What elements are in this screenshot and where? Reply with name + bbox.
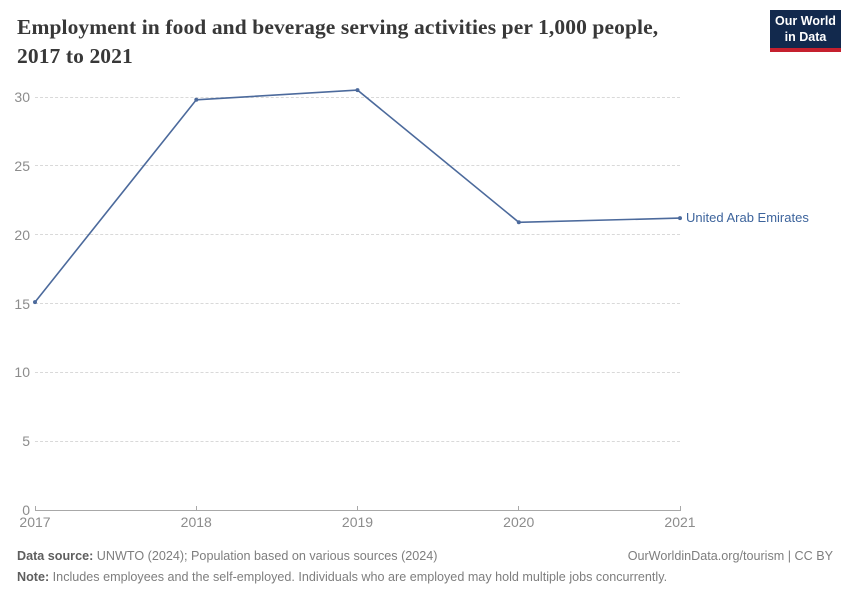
- gridline: [35, 371, 680, 373]
- y-axis-tick-label: 0: [22, 502, 30, 518]
- x-axis-tick-label: 2019: [341, 514, 374, 530]
- y-axis-tick-label: 10: [14, 364, 30, 381]
- data-point: [355, 88, 360, 93]
- chart-footer: Data source: UNWTO (2024); Population ba…: [17, 546, 833, 588]
- note-text: Note: Includes employees and the self-em…: [17, 567, 833, 588]
- chart-title-line2: 2017 to 2021: [17, 43, 133, 68]
- data-point: [678, 216, 682, 221]
- note-label: Note:: [17, 570, 50, 584]
- y-axis-tick-label: 30: [14, 89, 30, 105]
- data-source-value: UNWTO (2024); Population based on variou…: [93, 549, 438, 563]
- x-axis-tick-label: 2021: [664, 514, 696, 530]
- chart-title-line1: Employment in food and beverage serving …: [17, 15, 659, 39]
- x-axis-tick: [679, 506, 681, 510]
- y-axis-tick-label: 20: [14, 226, 30, 243]
- entity-label: United Arab Emirates: [686, 210, 809, 226]
- y-axis-tick-label: 15: [14, 295, 30, 312]
- y-axis-tick-label: 5: [22, 433, 30, 450]
- x-axis-tick-label: 2020: [503, 514, 535, 530]
- data-source-label: Data source:: [17, 549, 94, 563]
- x-axis-tick-label: 2018: [180, 514, 212, 530]
- x-axis-tick: [34, 506, 36, 510]
- gridline: [35, 234, 680, 236]
- gridline: [35, 96, 680, 98]
- y-axis-tick-label: 25: [14, 157, 30, 174]
- data-source-text: Data source: UNWTO (2024); Population ba…: [17, 546, 437, 567]
- x-axis-tick-label: 2017: [19, 514, 51, 530]
- x-axis-line: [35, 510, 681, 511]
- attribution-link[interactable]: OurWorldinData.org/tourism | CC BY: [627, 549, 833, 563]
- owid-logo[interactable]: Our World in Data: [770, 10, 841, 52]
- chart-title: Employment in food and beverage serving …: [17, 13, 757, 70]
- x-axis-tick: [357, 506, 358, 510]
- owid-logo-line2: in Data: [784, 30, 827, 44]
- note-value: Includes employees and the self-employed…: [49, 570, 668, 584]
- data-point: [194, 97, 199, 102]
- data-point: [516, 220, 521, 225]
- owid-logo-line1: Our World: [775, 14, 836, 28]
- gridline: [35, 440, 680, 442]
- gridline: [35, 165, 680, 167]
- series-path: [34, 89, 681, 303]
- gridline: [35, 303, 680, 304]
- x-axis-tick: [195, 506, 197, 510]
- x-axis-tick: [518, 506, 520, 510]
